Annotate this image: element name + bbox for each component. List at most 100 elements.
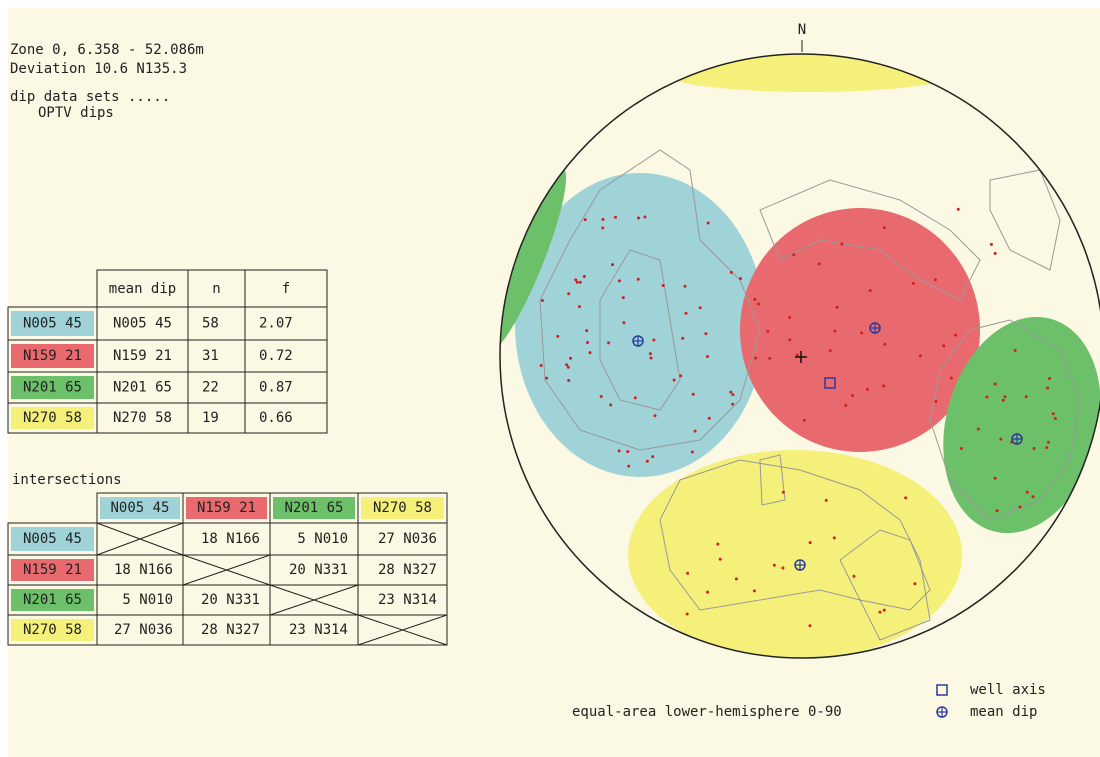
pole-point (690, 450, 694, 454)
pole-point (808, 624, 812, 628)
center-cross (795, 351, 807, 363)
header-line: Zone 0, 6.358 - 52.086m (10, 42, 204, 58)
table-value: N270 58 (113, 410, 172, 426)
mean-dip-symbol (795, 560, 805, 570)
pole-point (653, 414, 657, 418)
pole-point (738, 277, 742, 281)
pole-point (852, 574, 856, 578)
pole-point (643, 215, 647, 219)
set-swatch (11, 589, 94, 611)
pole-point (681, 336, 685, 340)
pole-point (617, 279, 621, 283)
intersection-value: 28 N327 (378, 562, 437, 578)
pole-point (718, 557, 722, 561)
pole-point (959, 446, 963, 450)
blue-set-region (515, 173, 765, 477)
pole-point (1048, 377, 1052, 381)
pole-point (933, 278, 937, 282)
pole-point (882, 608, 886, 612)
column-header: n (212, 281, 220, 297)
pole-point (1046, 440, 1050, 444)
pole-point (567, 378, 571, 382)
pole-point (934, 400, 938, 404)
stereonet-circle (499, 53, 1100, 659)
table-value: 58 (202, 316, 219, 332)
pole-point (993, 251, 997, 255)
table-value: N159 21 (113, 348, 172, 364)
pole-point (585, 340, 589, 344)
pole-point (731, 393, 735, 397)
pole-point (913, 582, 917, 586)
intersection-value: 20 N331 (289, 562, 348, 578)
diagonal-cross (269, 584, 359, 616)
pole-point (569, 356, 573, 360)
pole-point (707, 416, 711, 420)
pole-point (768, 356, 772, 360)
pole-point (844, 404, 848, 408)
pole-point (567, 292, 571, 296)
pole-point (609, 403, 613, 407)
mean-dip-symbol (1012, 434, 1022, 444)
pole-point (686, 571, 690, 575)
set-label: N005 45 (23, 316, 82, 332)
contour (599, 249, 681, 411)
intersection-value: 18 N166 (201, 531, 260, 547)
intersection-value: 18 N166 (114, 562, 173, 578)
pole-point (556, 334, 560, 338)
pole-point (648, 352, 652, 356)
pole-point (817, 262, 821, 266)
intersection-value: 28 N327 (201, 622, 260, 638)
pole-point (918, 354, 922, 358)
set-label: N005 45 (23, 531, 82, 547)
pole-point (781, 490, 785, 494)
set-label: N159 21 (197, 500, 256, 516)
pole-point (840, 242, 844, 246)
set-label: N270 58 (23, 410, 82, 426)
pole-point (1003, 395, 1007, 399)
set-label: N159 21 (23, 348, 82, 364)
intersection-value: 20 N331 (201, 592, 260, 608)
contour (929, 319, 1081, 521)
pole-point (574, 278, 578, 282)
legend-well-axis-icon (936, 684, 948, 696)
pole-point (652, 338, 656, 342)
set-label: N201 65 (284, 500, 343, 516)
intersection-value: 23 N314 (289, 622, 348, 638)
pole-point (645, 459, 649, 463)
pole-point (868, 289, 872, 293)
legend-label: mean dip (970, 704, 1037, 720)
set-swatch (186, 497, 267, 519)
pole-point (999, 437, 1003, 441)
set-label: N201 65 (23, 592, 82, 608)
pole-point (781, 566, 785, 570)
column-header: f (282, 281, 290, 297)
caption: equal-area lower-hemisphere 0-90 (572, 704, 842, 720)
set-swatch (11, 311, 94, 336)
pole-point (883, 342, 887, 346)
pole-point (575, 280, 579, 284)
pole-point (621, 296, 625, 300)
header-line: Deviation 10.6 N135.3 (10, 61, 187, 77)
set-swatch (100, 497, 180, 519)
pole-point (753, 297, 757, 301)
pole-point (1046, 386, 1050, 390)
pole-point (882, 226, 886, 230)
tables: mean dip n f N005 45 N005 45 58 2.07 N159 21 N15… (7, 269, 448, 646)
pole-point (705, 355, 709, 359)
pole-point (566, 365, 570, 369)
pole-point (832, 536, 836, 540)
pole-point (691, 392, 695, 396)
intersection-value: 27 N036 (378, 531, 437, 547)
pole-point (882, 384, 886, 388)
pole-point (865, 387, 869, 391)
pole-point (904, 496, 908, 500)
table-cell (244, 402, 328, 434)
pole-point (588, 351, 592, 355)
contour (659, 459, 931, 641)
pole-point (1032, 447, 1036, 451)
intersection-value: 23 N314 (378, 592, 437, 608)
pole-point (851, 394, 855, 398)
mean-dip-symbol (870, 323, 880, 333)
table-value: 31 (202, 348, 219, 364)
